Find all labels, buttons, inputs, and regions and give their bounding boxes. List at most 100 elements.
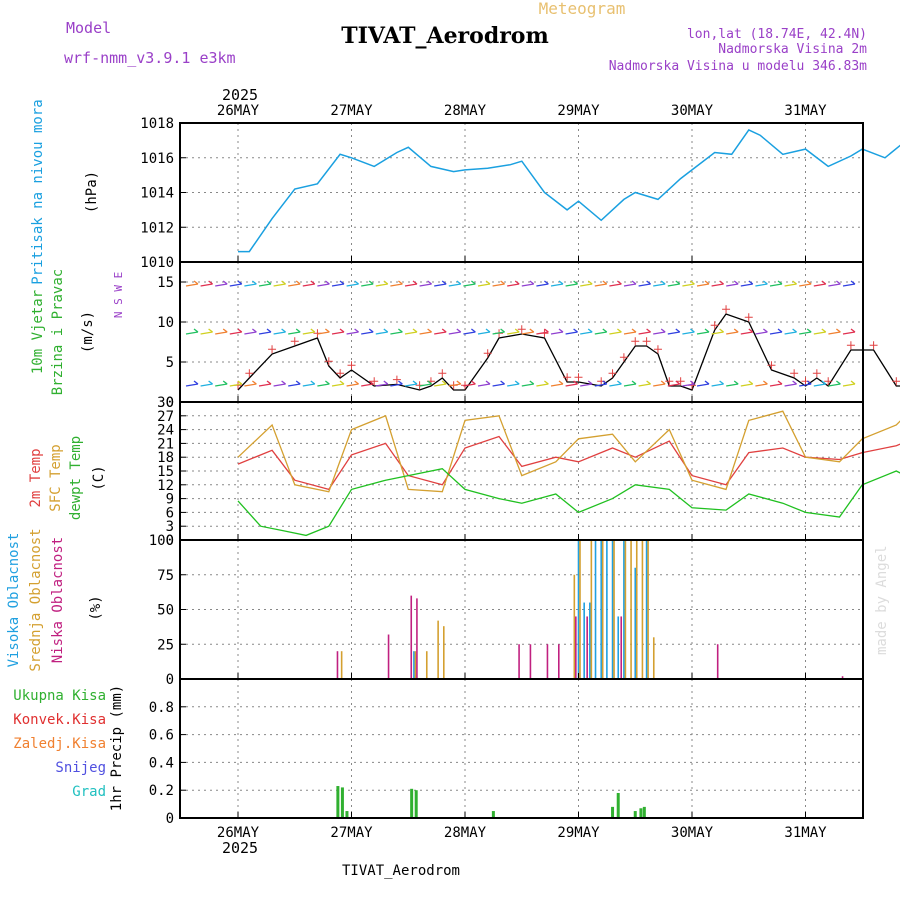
wind-direction-arrow [696,280,710,287]
wind-direction-arrow [317,328,330,335]
wind-direction-arrow [521,280,535,287]
y-tick-label: 75 [157,568,174,584]
grid-layer [180,123,863,818]
y-tick-label: 9 [166,492,174,508]
wind-direction-arrow [667,280,681,287]
wind-gust-marker [619,353,628,362]
temperature-line [237,435,900,491]
wind-panel [185,280,900,391]
wind-direction-arrow [419,328,432,335]
wind-direction-arrow [711,280,724,287]
elevation-label: Nadmorska Visina 2m [718,42,867,57]
wind-direction-arrow [784,380,797,387]
wind-direction-arrow [404,328,418,335]
wind-direction-arrow [667,380,681,387]
y-tick-label: 1012 [140,220,174,236]
wind-direction-arrow [507,328,520,335]
model-label: Model [66,19,111,37]
y-tick-label: 1018 [140,116,174,132]
wind-gust-marker [846,341,855,350]
wind-direction-arrow [609,328,622,335]
x-tick-label-top: 29MAY [557,103,600,119]
wind-gust-marker [268,345,277,354]
y-tick-label: 100 [149,533,174,549]
wind-direction-arrow [784,328,797,335]
y-tick-label: 0.2 [149,783,174,799]
precip-bar [633,811,637,818]
wind-gust-marker [676,377,685,386]
wind-direction-arrow [302,328,316,335]
wind-direction-arrow [550,280,564,287]
x-tick-label-bottom: 29MAY [557,825,600,841]
wind-unit: (m/s) [80,311,96,353]
wind-direction-arrow [215,380,228,387]
wind-direction-arrow [755,380,768,387]
x-tick-label-top: 31MAY [784,103,827,119]
precip-unit: 1hr Precip (mm) [109,685,125,811]
dewpoint-title: dewpt Temp [68,436,84,520]
wind-gust-marker [347,361,356,370]
wind-direction-arrow [799,380,812,387]
pressure-line [238,128,900,253]
wind-direction-arrow [404,280,418,287]
wind-gust-marker [892,377,900,386]
wind-direction-arrow [463,280,476,287]
wind-direction-arrow [623,380,637,387]
wind-direction-arrow [258,328,272,335]
wind-direction-arrow [521,380,535,387]
wind-direction-arrow [638,380,651,387]
wind-direction-arrow [521,328,535,335]
wind-direction-arrow [302,380,316,387]
wind-direction-arrow [726,280,739,287]
wind-title-1: 10m Vjetar [30,290,46,374]
y-tick-label: 12 [157,478,174,494]
wind-direction-arrow [696,380,710,387]
x-tick-label-top: 27MAY [330,103,373,119]
precip-bar [340,787,344,818]
wind-direction-arrow [842,380,856,387]
wind-direction-arrow [448,380,462,387]
panel-frame [179,678,864,819]
wind-direction-arrow [550,380,564,387]
wind-direction-arrow [653,380,666,387]
wind-direction-arrow [813,328,827,335]
y-tick-label: 21 [157,436,174,452]
model-name: wrf-nmm_v3.9.1 e3km [64,49,236,67]
x-tick-label-bottom: 27MAY [330,825,373,841]
wind-direction-arrow [244,328,257,335]
wind-gust-marker [563,373,572,382]
wind-gust-marker [744,313,753,322]
wind-gust-marker [392,375,401,384]
wind-direction-arrow [828,328,841,335]
wind-direction-arrow [828,380,841,387]
wind-direction-arrow [565,328,578,335]
watermark: made by Angel [874,545,890,655]
wind-direction-arrow [667,328,681,335]
wind-gust-marker [290,337,299,346]
wind-direction-arrow [536,380,549,387]
wind-direction-arrow [580,380,593,387]
wind-direction-arrow [258,380,272,387]
wind-direction-arrow [609,280,622,287]
wind-direction-arrow [740,280,754,287]
precip-bar [410,788,414,818]
y-tick-label: 0.4 [149,755,174,771]
wind-direction-arrow [565,280,578,287]
wind-direction-arrow [682,280,695,287]
y-tick-label: 18 [157,450,174,466]
wind-direction-arrow [477,328,491,335]
x-tick-label-bottom: 28MAY [444,825,487,841]
y-tick-label: 0 [166,395,174,411]
wind-direction-arrow [842,280,856,287]
high-cloud-title: Visoka Oblacnost [6,533,22,668]
y-tick-label: 0 [166,811,174,827]
pressure-title: Pritisak na nivou mora [30,99,46,284]
wind-direction-arrow [346,280,359,287]
wind-direction-arrow [623,328,637,335]
wind-direction-arrow [536,328,549,335]
wind-direction-arrow [244,280,257,287]
wind-direction-arrow [769,328,783,335]
wind-direction-arrow [492,280,505,287]
wind-gust-marker [812,369,821,378]
wind-direction-arrow [273,328,286,335]
